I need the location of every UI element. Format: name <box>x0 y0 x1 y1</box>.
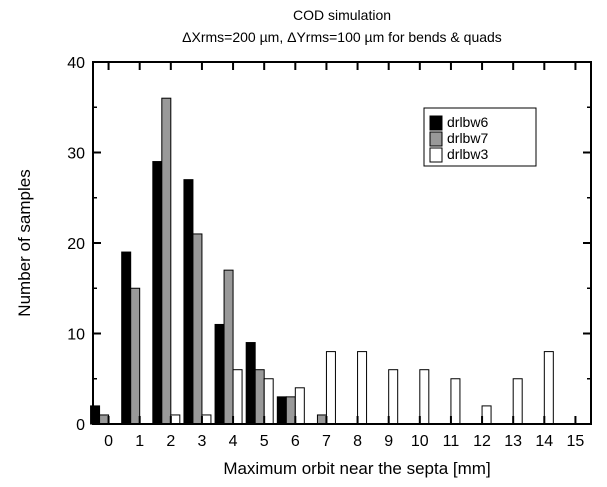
bar-drlbw3-6 <box>294 387 305 425</box>
x-tick-label: 0 <box>104 433 113 450</box>
bar-drlbw7-2 <box>161 97 172 425</box>
x-tick-label: 7 <box>322 433 331 450</box>
bar-drlbw3-14 <box>543 351 554 425</box>
bar-drlbw3-9 <box>388 369 399 425</box>
bars-layer <box>90 97 554 425</box>
bar-drlbw6-4 <box>214 323 225 425</box>
chart-subtitle: ΔXrms=200 µm, ΔYrms=100 µm for bends & q… <box>182 29 502 45</box>
bar-drlbw3-13 <box>512 378 523 425</box>
x-tick-label: 6 <box>291 433 300 450</box>
x-tick-label: 4 <box>229 433 238 450</box>
bar-drlbw6-2 <box>152 161 163 425</box>
x-tick-label: 9 <box>384 433 393 450</box>
x-tick-label: 15 <box>567 433 585 450</box>
y-tick-label: 30 <box>67 146 85 163</box>
x-tick-label: 1 <box>135 433 144 450</box>
bar-drlbw6-0 <box>90 405 101 425</box>
x-tick-label: 2 <box>166 433 175 450</box>
x-tick-label: 3 <box>197 433 206 450</box>
bar-drlbw3-3 <box>201 414 212 425</box>
bar-drlbw7-4 <box>223 269 234 425</box>
legend-label-drlbw3: drlbw3 <box>447 146 488 162</box>
x-tick-label: 5 <box>260 433 269 450</box>
x-tick-label: 11 <box>443 433 460 450</box>
bar-drlbw6-5 <box>245 342 256 425</box>
bar-drlbw6-6 <box>276 396 287 425</box>
bar-drlbw7-0 <box>99 414 110 425</box>
plot-frame <box>92 61 592 425</box>
bar-drlbw3-4 <box>232 369 243 425</box>
bar-drlbw7-7 <box>316 414 327 425</box>
x-tick-label: 8 <box>353 433 362 450</box>
bar-drlbw6-3 <box>183 179 194 425</box>
y-tick-label: 10 <box>67 327 85 344</box>
y-tick-label: 40 <box>67 55 85 72</box>
bar-drlbw3-5 <box>263 378 274 425</box>
bar-drlbw3-12 <box>481 405 492 425</box>
y-axis-label: Number of samples <box>15 169 34 316</box>
bar-drlbw7-6 <box>285 396 296 425</box>
bar-drlbw6-1 <box>121 251 132 425</box>
bar-drlbw7-1 <box>130 287 141 425</box>
bar-drlbw3-10 <box>419 369 430 425</box>
x-tick-label: 10 <box>411 433 429 450</box>
legend-label-drlbw6: drlbw6 <box>447 114 488 130</box>
bar-drlbw3-8 <box>357 351 368 425</box>
legend-label-drlbw7: drlbw7 <box>447 130 488 146</box>
bar-drlbw7-3 <box>192 233 203 425</box>
bar-drlbw3-11 <box>450 378 461 425</box>
x-tick-label: 14 <box>535 433 553 450</box>
y-tick-label: 0 <box>76 417 85 434</box>
chart-title: COD simulation <box>293 7 391 23</box>
legend-swatch-drlbw3 <box>429 147 443 163</box>
x-tick-label: 13 <box>504 433 522 450</box>
y-tick-label: 20 <box>67 236 85 253</box>
legend-swatch-drlbw7 <box>429 131 443 147</box>
bar-drlbw3-7 <box>325 351 336 425</box>
legend-swatch-drlbw6 <box>429 115 443 131</box>
x-tick-label: 12 <box>473 433 491 450</box>
legend-box <box>423 107 537 167</box>
bar-drlbw3-2 <box>170 414 181 425</box>
x-axis-label: Maximum orbit near the septa [mm] <box>223 459 490 478</box>
bar-drlbw7-5 <box>254 369 265 425</box>
legend: drlbw6 drlbw7 drlbw3 <box>423 107 537 167</box>
